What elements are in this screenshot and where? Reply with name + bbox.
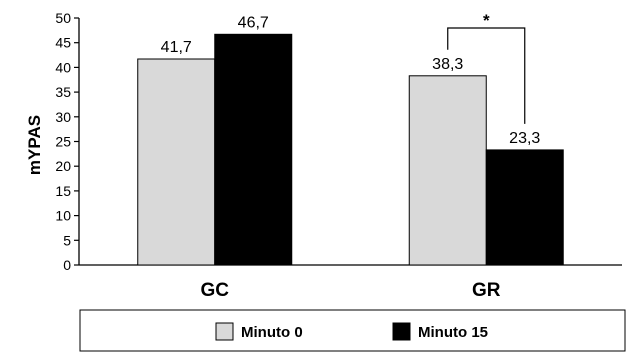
data-labels: 41,7 46,7 38,3 23,3 bbox=[161, 14, 541, 147]
legend-label-minuto-0: Minuto 0 bbox=[241, 324, 303, 341]
y-tick-label: 35 bbox=[55, 84, 71, 100]
x-tick-label: GR bbox=[472, 280, 501, 301]
significance-marker: * bbox=[483, 11, 490, 30]
y-tick-label: 5 bbox=[63, 232, 71, 248]
y-tick-label: 30 bbox=[55, 109, 71, 125]
y-tick-label: 40 bbox=[55, 59, 71, 75]
bar bbox=[408, 75, 487, 266]
legend-swatch-minuto-15 bbox=[392, 322, 411, 341]
y-tick-label: 45 bbox=[55, 35, 71, 51]
axes: 0 5 10 15 20 25 30 35 40 45 50 GC GR bbox=[55, 10, 622, 301]
y-tick-label: 10 bbox=[55, 208, 71, 224]
bar bbox=[137, 58, 216, 266]
legend-label-minuto-15: Minuto 15 bbox=[418, 324, 488, 341]
y-tick-label: 15 bbox=[55, 183, 71, 199]
significance-bracket bbox=[447, 27, 526, 124]
annotations: * bbox=[447, 11, 526, 124]
y-tick-label: 50 bbox=[55, 10, 71, 26]
bar bbox=[214, 33, 293, 266]
bars bbox=[137, 33, 564, 266]
data-label: 41,7 bbox=[161, 39, 192, 56]
y-axis-label: mYPAS bbox=[25, 115, 44, 175]
x-tick-label: GC bbox=[201, 280, 230, 301]
y-tick-label: 20 bbox=[55, 158, 71, 174]
y-tick-label: 0 bbox=[63, 257, 71, 273]
data-label: 38,3 bbox=[432, 56, 463, 73]
data-label: 23,3 bbox=[509, 130, 540, 147]
y-tick-label: 25 bbox=[55, 134, 71, 150]
bar bbox=[485, 149, 564, 266]
legend-box bbox=[79, 309, 626, 352]
legend-swatch-minuto-0 bbox=[215, 322, 234, 341]
legend: Minuto 0 Minuto 15 bbox=[79, 309, 626, 352]
data-label: 46,7 bbox=[238, 14, 269, 31]
